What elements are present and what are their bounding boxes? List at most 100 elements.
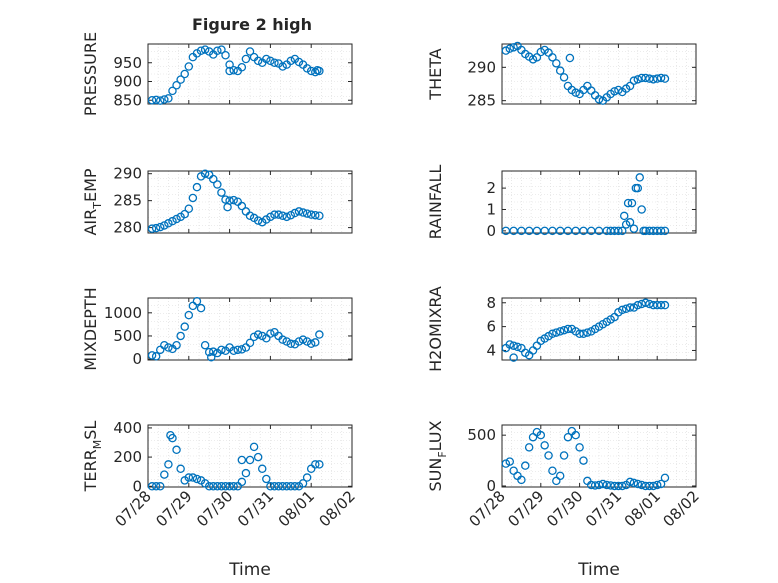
data-point	[229, 195, 238, 205]
y-tick-label: 1	[486, 200, 496, 218]
data-point	[598, 479, 608, 489]
data-point	[552, 59, 561, 68]
data-point	[302, 473, 312, 482]
data-point	[614, 481, 623, 491]
data-point	[286, 210, 296, 220]
data-point	[594, 95, 604, 104]
series-markers	[501, 173, 670, 236]
data-point	[625, 477, 635, 487]
data-point	[306, 66, 316, 76]
data-point	[164, 460, 173, 469]
y-axis-label: SUNFLUX	[426, 420, 449, 491]
axes-box	[501, 297, 697, 361]
axes-box	[501, 170, 697, 234]
y-tick-label: 290	[467, 58, 496, 76]
data-point	[192, 474, 202, 484]
y-tick-label: 400	[113, 419, 142, 437]
y-tick-label: 280	[113, 219, 142, 237]
data-point	[217, 188, 226, 197]
data-point	[200, 169, 210, 178]
data-point	[629, 478, 639, 488]
data-point	[641, 298, 650, 308]
data-point	[225, 482, 234, 491]
data-point	[656, 300, 666, 310]
y-tick-label: 500	[113, 327, 142, 345]
y-tick-label: 0	[486, 222, 496, 240]
data-point	[548, 466, 557, 475]
data-point	[204, 347, 214, 357]
data-point	[315, 330, 324, 339]
data-point	[618, 481, 627, 491]
data-point	[262, 474, 271, 484]
series-markers	[501, 41, 670, 105]
data-point	[166, 430, 175, 440]
data-point	[637, 480, 646, 490]
data-point	[151, 482, 161, 491]
data-point	[548, 53, 557, 62]
data-point	[627, 198, 637, 208]
data-point	[225, 66, 234, 76]
data-point	[188, 193, 198, 203]
series-markers	[147, 45, 324, 105]
data-point	[645, 299, 654, 309]
data-point	[180, 69, 189, 79]
data-point	[536, 430, 546, 440]
data-point	[505, 340, 515, 349]
data-point	[176, 331, 185, 341]
axes-box	[501, 43, 697, 105]
data-point	[290, 208, 300, 218]
y-tick-label: 2	[486, 179, 496, 197]
data-point	[509, 341, 518, 350]
data-point	[253, 452, 263, 462]
data-point	[559, 451, 569, 460]
data-point	[660, 300, 670, 310]
series-markers	[501, 426, 670, 491]
data-point	[618, 305, 627, 315]
y-tick-label: 200	[113, 448, 142, 466]
data-point	[294, 337, 304, 346]
subplot-2: 285 290 THETA	[426, 41, 697, 110]
y-tick-label: 4	[486, 341, 496, 359]
data-point	[286, 339, 296, 349]
data-point	[237, 201, 247, 211]
data-point	[505, 44, 515, 53]
data-point	[286, 56, 296, 66]
data-point	[155, 222, 165, 232]
data-point	[555, 327, 565, 336]
y-tick-label: 6	[486, 318, 496, 336]
data-point	[544, 451, 553, 460]
data-point	[521, 461, 530, 470]
axes-box	[147, 297, 353, 361]
data-point	[147, 96, 157, 105]
series-markers	[147, 430, 324, 491]
data-point	[168, 86, 177, 96]
data-point	[233, 345, 243, 355]
data-point	[266, 329, 275, 338]
data-point	[188, 473, 198, 482]
data-point	[253, 330, 263, 339]
data-point	[206, 352, 216, 362]
data-point	[633, 479, 643, 489]
data-point	[633, 183, 643, 193]
data-point	[270, 210, 279, 219]
data-point	[168, 216, 177, 226]
y-tick-label: 290	[113, 165, 142, 183]
data-point	[633, 300, 643, 310]
data-point	[200, 45, 210, 54]
data-point	[641, 73, 650, 83]
y-tick-label: 285	[113, 192, 142, 210]
y-tick-label: 1000	[104, 304, 142, 322]
data-point	[192, 182, 202, 192]
data-point	[614, 226, 623, 236]
y-axis-label: PRESSURE	[81, 32, 100, 116]
data-point	[245, 47, 255, 56]
data-point	[221, 482, 230, 491]
data-point	[517, 475, 526, 485]
data-point	[270, 58, 279, 68]
data-point	[513, 342, 522, 352]
data-point	[180, 322, 189, 331]
data-point	[176, 75, 185, 84]
data-point	[509, 43, 518, 52]
